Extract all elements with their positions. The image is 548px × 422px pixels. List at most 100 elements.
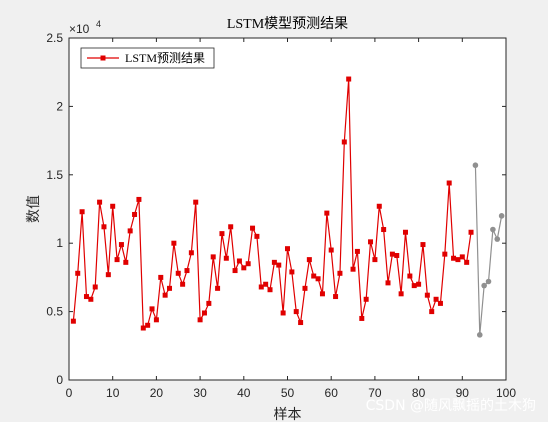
data-point [123, 259, 129, 265]
data-point [319, 291, 325, 297]
watermark: CSDN @随风飘摇的土木狗 [366, 398, 536, 414]
data-point [315, 276, 321, 282]
data-point [70, 318, 76, 324]
data-point [167, 285, 173, 291]
data-point [241, 265, 247, 271]
y-exponent-label: ×10 4 [69, 19, 101, 36]
data-point [298, 320, 304, 326]
data-point [429, 309, 435, 315]
data-point [127, 228, 133, 234]
data-point [381, 227, 387, 233]
data-point [328, 247, 334, 253]
data-point [442, 251, 448, 257]
data-point [416, 281, 422, 287]
data-point [420, 242, 426, 248]
data-point [337, 270, 343, 276]
plot-area [68, 37, 507, 381]
data-point [485, 278, 492, 285]
data-point [149, 306, 155, 312]
data-point [201, 310, 207, 316]
y-tick-label: 0.5 [46, 305, 63, 319]
x-tick-label: 80 [412, 386, 426, 400]
data-point [114, 257, 120, 263]
data-point [389, 251, 395, 257]
data-point [145, 322, 151, 328]
x-tick-label: 10 [106, 386, 120, 400]
data-point [153, 317, 159, 323]
data-point [101, 224, 107, 230]
x-tick-label: 50 [281, 386, 295, 400]
data-point [184, 268, 190, 274]
data-point [333, 294, 339, 300]
data-point [206, 300, 212, 306]
data-point [280, 310, 286, 316]
data-point [79, 209, 85, 215]
data-point [359, 315, 365, 321]
chart-title: LSTM模型预测结果 [227, 16, 348, 32]
data-point [372, 257, 378, 263]
y-exponent-base: ×10 [69, 22, 90, 36]
data-point [468, 229, 474, 235]
y-tick-label: 1.5 [46, 168, 63, 182]
data-point [306, 257, 312, 263]
data-point [289, 269, 295, 275]
data-point [411, 283, 417, 289]
data-point [354, 248, 360, 254]
data-point [158, 274, 164, 280]
data-point [250, 225, 256, 231]
data-point [368, 239, 374, 245]
x-axis-label: 样本 [274, 407, 302, 422]
legend-marker [100, 55, 106, 61]
data-point [385, 280, 391, 286]
x-tick-label: 60 [325, 386, 339, 400]
x-tick-label: 30 [193, 386, 207, 400]
x-tick-label: 90 [456, 386, 470, 400]
data-point [188, 250, 194, 256]
data-point [464, 259, 470, 265]
x-tick-label: 20 [150, 386, 164, 400]
data-point [407, 273, 413, 279]
data-point [271, 259, 277, 265]
data-point [193, 199, 199, 205]
x-axis: 0 10 20 30 40 50 60 70 80 90 100 [66, 38, 516, 400]
data-point [110, 203, 116, 209]
y-axis-label: 数值 [26, 195, 42, 223]
x-tick-label: 100 [496, 386, 516, 400]
data-point [437, 300, 443, 306]
data-point [210, 254, 216, 260]
data-point [490, 226, 496, 233]
y-tick-label: 1 [56, 236, 63, 250]
legend-box [80, 47, 215, 69]
legend-entry-label: LSTM预测结果 [125, 51, 205, 65]
data-point [302, 285, 308, 291]
data-point [232, 268, 238, 274]
data-point [433, 296, 439, 302]
data-point [350, 266, 356, 272]
x-tick-label: 40 [237, 386, 251, 400]
data-point [83, 294, 89, 300]
data-point [341, 139, 347, 145]
data-point [285, 246, 290, 252]
data-point [140, 325, 146, 331]
data-point [197, 317, 203, 323]
data-point [254, 233, 260, 239]
data-point [494, 236, 501, 242]
y-tick-label: 2.5 [46, 31, 63, 45]
series-layer [70, 76, 505, 338]
y-axis: 0 0.5 1 1.5 2 2.5 [46, 31, 506, 387]
data-point [132, 211, 138, 217]
data-point [162, 292, 168, 298]
data-point [481, 282, 487, 289]
y-tick-label: 0 [56, 373, 63, 387]
data-point [118, 242, 124, 248]
x-tick-label: 70 [368, 386, 382, 400]
data-point [394, 253, 400, 259]
data-point [136, 196, 142, 202]
data-point [446, 180, 452, 186]
data-point [472, 162, 479, 169]
y-exponent-power: 4 [96, 19, 101, 29]
data-point [346, 76, 352, 82]
data-point [258, 284, 264, 290]
data-point [263, 281, 269, 287]
